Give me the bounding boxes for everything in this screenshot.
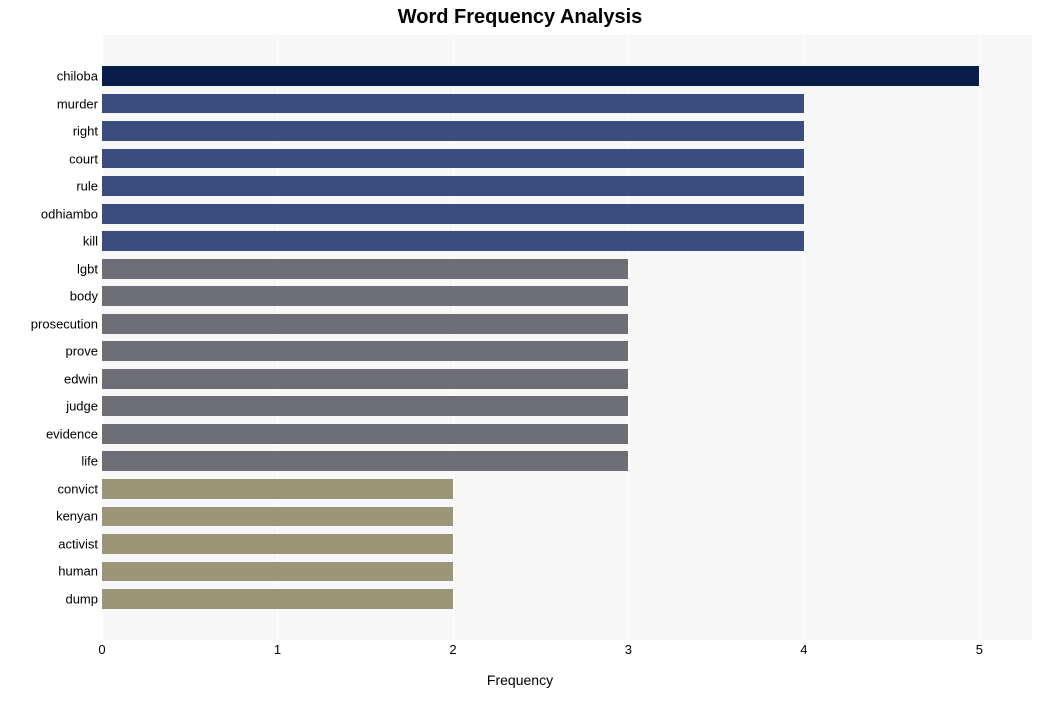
y-tick-label: right [73, 124, 98, 139]
bar-row [102, 479, 1032, 499]
bar [102, 204, 804, 224]
bar [102, 507, 453, 527]
bar [102, 176, 804, 196]
x-tick-label: 3 [625, 642, 632, 657]
x-axis-title: Frequency [0, 672, 1040, 688]
bar [102, 589, 453, 609]
y-tick-label: odhiambo [41, 206, 98, 221]
y-tick-label: court [69, 151, 98, 166]
bar [102, 94, 804, 114]
y-tick-label: kill [83, 234, 98, 249]
bar-row [102, 259, 1032, 279]
bar [102, 314, 628, 334]
y-tick-label: murder [57, 96, 98, 111]
y-tick-label: life [81, 454, 98, 469]
bar-row [102, 66, 1032, 86]
plot-bg-stripe-bottom [102, 613, 1032, 640]
y-tick-label: prosecution [31, 316, 98, 331]
y-tick-label: activist [58, 536, 98, 551]
bar [102, 231, 804, 251]
bar-row [102, 286, 1032, 306]
bar-row [102, 314, 1032, 334]
bar [102, 424, 628, 444]
y-tick-label: body [70, 289, 98, 304]
y-tick-label: convict [58, 481, 98, 496]
bar [102, 259, 628, 279]
plot-area [102, 35, 1032, 640]
y-tick-label: judge [66, 399, 98, 414]
bar-row [102, 396, 1032, 416]
x-tick-label: 5 [976, 642, 983, 657]
y-tick-label: edwin [64, 371, 98, 386]
bar [102, 341, 628, 361]
bar-row [102, 534, 1032, 554]
y-tick-label: kenyan [56, 509, 98, 524]
bar-row [102, 424, 1032, 444]
bar-row [102, 369, 1032, 389]
bar-row [102, 204, 1032, 224]
x-tick-label: 0 [98, 642, 105, 657]
bar-row [102, 121, 1032, 141]
plot-bg-stripe-top [102, 35, 1032, 62]
bar-row [102, 341, 1032, 361]
bar [102, 396, 628, 416]
y-tick-label: rule [76, 179, 98, 194]
bar-row [102, 451, 1032, 471]
bar [102, 149, 804, 169]
chart-title: Word Frequency Analysis [0, 6, 1040, 29]
y-tick-label: chiloba [57, 68, 98, 83]
y-tick-label: human [58, 564, 98, 579]
bar-row [102, 507, 1032, 527]
bar [102, 534, 453, 554]
bar [102, 451, 628, 471]
y-tick-label: lgbt [77, 261, 98, 276]
y-tick-label: prove [65, 344, 98, 359]
x-tick-label: 2 [449, 642, 456, 657]
bar-row [102, 231, 1032, 251]
y-tick-label: evidence [46, 426, 98, 441]
bar [102, 286, 628, 306]
bar-row [102, 562, 1032, 582]
y-tick-label: dump [65, 592, 98, 607]
bar-row [102, 94, 1032, 114]
x-tick-label: 4 [800, 642, 807, 657]
bar [102, 66, 979, 86]
bar-row [102, 149, 1032, 169]
bar [102, 562, 453, 582]
bar-row [102, 176, 1032, 196]
bar [102, 369, 628, 389]
bar [102, 479, 453, 499]
bar-row [102, 589, 1032, 609]
word-frequency-chart: Word Frequency Analysis Frequency 0 1 2 3 4 5… [0, 0, 1040, 701]
x-tick-label: 1 [274, 642, 281, 657]
bar [102, 121, 804, 141]
